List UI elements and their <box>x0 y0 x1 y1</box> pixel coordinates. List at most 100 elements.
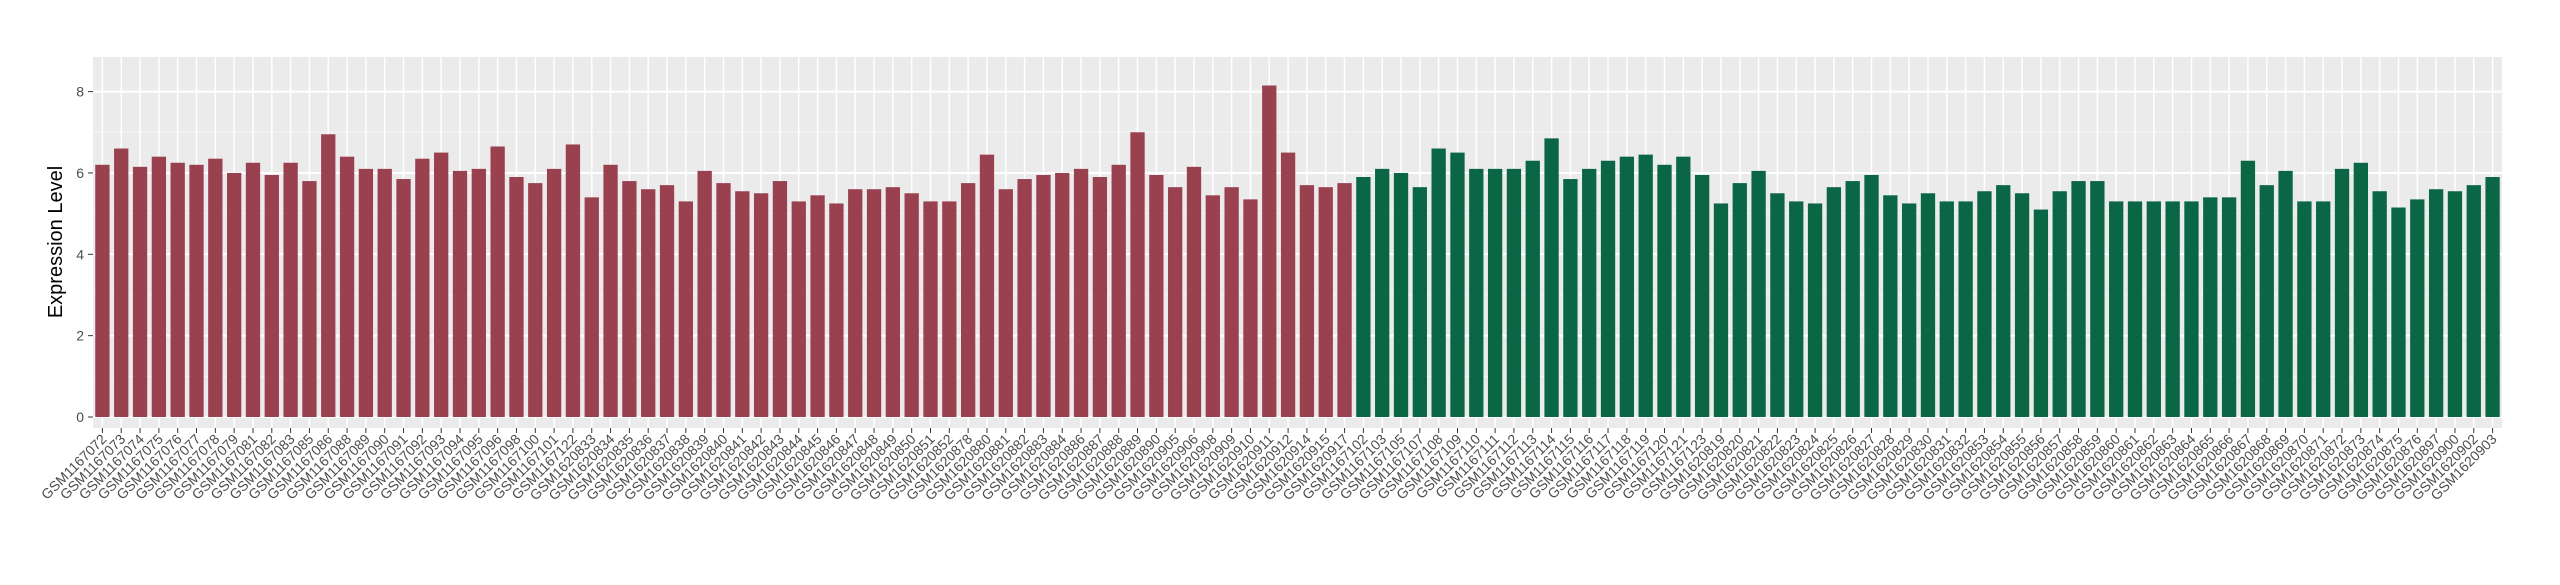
bar <box>2033 209 2049 418</box>
bar <box>1036 174 1051 418</box>
bar <box>2278 170 2293 418</box>
y-tick-label: 6 <box>76 165 84 181</box>
bar <box>528 183 543 418</box>
bar <box>95 164 110 418</box>
bar <box>1732 183 1747 418</box>
bar <box>1017 179 1032 418</box>
bar <box>998 189 1013 418</box>
bar <box>2127 201 2143 418</box>
bar <box>904 193 919 418</box>
bar <box>1713 203 1729 418</box>
bar <box>735 191 750 418</box>
bar <box>1111 164 1126 418</box>
bar <box>1092 177 1108 418</box>
bar <box>1356 177 1371 418</box>
bar <box>960 183 976 418</box>
bar <box>1375 168 1390 418</box>
bar <box>1280 152 1296 418</box>
bar <box>264 174 279 418</box>
bar <box>1168 187 1183 418</box>
bar <box>1393 172 1409 418</box>
bar <box>1073 168 1089 418</box>
bar <box>1506 168 1522 418</box>
bar <box>1694 174 1710 418</box>
bar <box>339 156 355 418</box>
bar <box>942 201 957 418</box>
bar <box>1751 170 1766 418</box>
bar <box>2109 201 2124 418</box>
bar <box>1563 179 1578 418</box>
bar <box>716 183 731 418</box>
bar <box>697 170 712 418</box>
bar <box>452 170 468 418</box>
bar <box>1412 187 1427 418</box>
bar <box>2391 207 2406 418</box>
y-tick-label: 4 <box>76 246 84 262</box>
bar <box>1431 148 1446 418</box>
bar <box>2428 189 2444 418</box>
bar <box>584 197 599 418</box>
bar <box>2485 177 2500 418</box>
bar <box>2259 185 2274 418</box>
bar <box>622 181 637 418</box>
bar <box>2240 160 2256 418</box>
bar <box>659 185 675 418</box>
bar <box>1996 185 2011 418</box>
bar <box>885 187 901 418</box>
bar <box>2316 201 2331 418</box>
bar <box>1525 160 1540 418</box>
bar <box>1807 203 1823 418</box>
bar <box>1845 181 1860 418</box>
y-axis-label: Expression Level <box>45 166 67 318</box>
bar <box>2466 185 2481 418</box>
bar <box>641 189 656 418</box>
bar <box>490 146 505 418</box>
y-tick-label: 2 <box>76 328 84 344</box>
bar <box>114 148 129 418</box>
bar <box>2221 197 2237 418</box>
bar <box>1600 160 1616 418</box>
bar <box>791 201 806 418</box>
bar <box>1224 187 1239 418</box>
bar <box>2334 168 2350 418</box>
bar <box>2165 201 2180 418</box>
bar <box>829 203 844 418</box>
y-tick-label: 8 <box>76 84 84 100</box>
bar <box>1205 195 1220 418</box>
bar <box>753 193 769 418</box>
bar <box>2297 201 2312 418</box>
bar <box>283 162 298 418</box>
bar <box>1902 203 1917 418</box>
bar <box>1789 201 1804 418</box>
bar <box>2052 191 2067 418</box>
bar <box>565 144 581 418</box>
bar <box>208 158 223 418</box>
bar <box>1186 166 1202 418</box>
bar <box>2090 181 2105 418</box>
bar <box>2146 201 2161 418</box>
bar <box>245 162 261 418</box>
bar <box>396 179 411 418</box>
bar <box>509 177 524 418</box>
bar <box>2071 181 2086 418</box>
bar <box>1262 85 1277 418</box>
bar <box>1864 174 1879 418</box>
bar <box>1883 195 1898 418</box>
bar <box>1826 187 1842 418</box>
bar <box>1450 152 1465 418</box>
bar <box>1469 168 1484 418</box>
bar <box>979 154 995 418</box>
bar <box>2372 191 2387 418</box>
bar <box>377 168 392 418</box>
bar <box>434 152 449 418</box>
bar <box>415 158 430 418</box>
bar <box>772 181 788 418</box>
bar <box>1337 183 1352 418</box>
bar <box>2014 193 2030 418</box>
bar <box>1582 168 1597 418</box>
bar <box>1130 132 1145 418</box>
bar <box>1055 172 1070 418</box>
bar <box>2353 162 2368 418</box>
bar <box>1544 138 1559 418</box>
